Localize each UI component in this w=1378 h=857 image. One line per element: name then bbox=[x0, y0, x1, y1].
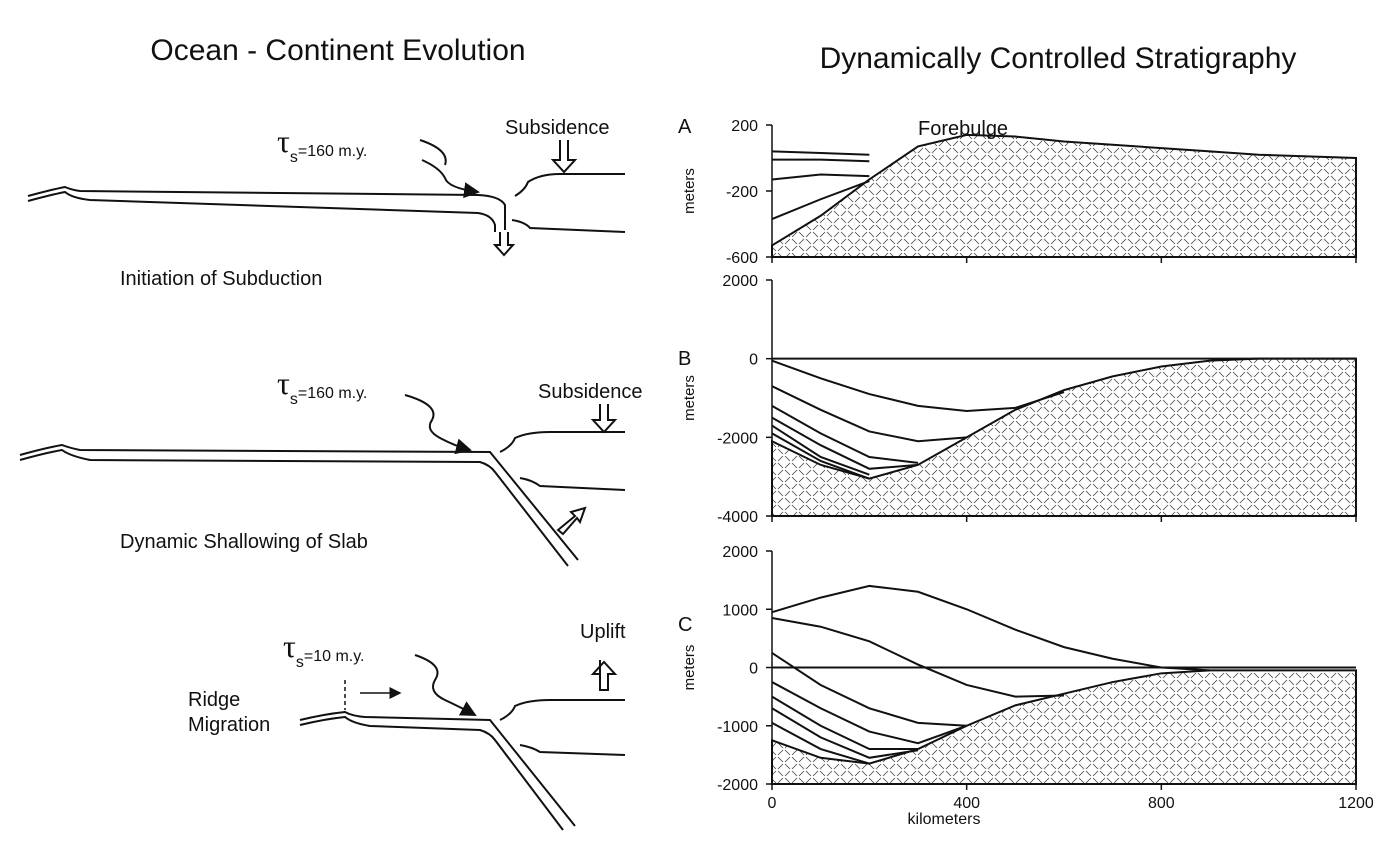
arrow-label: Subsidence bbox=[538, 381, 643, 403]
annotation: Forebulge bbox=[918, 118, 1008, 140]
strata-line bbox=[771, 359, 1065, 412]
strata-line bbox=[771, 424, 870, 476]
y-tick-label: 2000 bbox=[722, 273, 758, 290]
strata-line bbox=[771, 385, 967, 443]
x-tick-label: 1200 bbox=[1338, 795, 1374, 812]
x-tick-label: 0 bbox=[768, 795, 777, 812]
x-tick-label: 400 bbox=[953, 795, 980, 812]
strata-line bbox=[771, 617, 1065, 698]
tau-text: =160 m.y. bbox=[298, 385, 368, 402]
strata-line bbox=[772, 158, 870, 163]
panel-label: C bbox=[678, 614, 692, 636]
strata-line bbox=[771, 416, 919, 470]
tau-sub: s bbox=[290, 391, 298, 408]
tau-symbol: τ bbox=[283, 628, 296, 664]
strata-line bbox=[771, 404, 919, 464]
y-tick-label: 2000 bbox=[722, 544, 758, 561]
y-tick-label: 200 bbox=[731, 118, 758, 135]
y-tick-label: -1000 bbox=[717, 719, 758, 736]
tau-label: τs=160 m.y. bbox=[277, 365, 367, 408]
y-tick-label: 1000 bbox=[722, 602, 758, 619]
strata-line bbox=[771, 150, 870, 156]
diagram-slab-shallowing: τs=160 m.y. Subsidence Dynamic Shallowin… bbox=[19, 365, 643, 567]
tau-symbol: τ bbox=[277, 123, 290, 159]
strata-line bbox=[771, 681, 968, 745]
panel-caption: Ridge bbox=[188, 689, 240, 711]
y-tick-label: -600 bbox=[726, 250, 758, 267]
strata-line bbox=[771, 652, 967, 727]
tau-label: τs=10 m.y. bbox=[283, 628, 364, 671]
strata-line bbox=[771, 180, 870, 220]
strata-line bbox=[771, 173, 870, 181]
strata-line bbox=[771, 432, 870, 480]
panel-label: B bbox=[678, 348, 691, 370]
x-axis-label: kilometers bbox=[908, 811, 981, 828]
tau-text: =10 m.y. bbox=[304, 648, 365, 665]
arrow-label: Uplift bbox=[580, 621, 626, 643]
arrow-label: Subsidence bbox=[505, 117, 610, 139]
y-axis-label: meters bbox=[681, 375, 698, 421]
basement-area bbox=[771, 133, 1357, 258]
y-axis-label: meters bbox=[681, 168, 698, 214]
diagram-ridge-migration: τs=10 m.y. Uplift Ridge Migration bbox=[188, 621, 626, 831]
y-axis-label: meters bbox=[681, 645, 698, 691]
strata-line bbox=[771, 695, 918, 751]
panel-caption: Migration bbox=[188, 714, 270, 736]
x-tick-label: 800 bbox=[1148, 795, 1175, 812]
left-title: Ocean - Continent Evolution bbox=[150, 34, 525, 67]
panel-caption: Dynamic Shallowing of Slab bbox=[120, 531, 368, 553]
tau-text: =160 m.y. bbox=[298, 143, 368, 160]
tau-sub: s bbox=[290, 149, 298, 166]
strata-line bbox=[771, 721, 870, 765]
right-title: Dynamically Controlled Stratigraphy bbox=[820, 42, 1297, 75]
panel-label: A bbox=[678, 116, 692, 138]
tau-symbol: τ bbox=[277, 365, 290, 401]
strata-line bbox=[771, 584, 1211, 672]
y-tick-label: 0 bbox=[749, 352, 758, 369]
y-tick-label: -2000 bbox=[717, 430, 758, 447]
y-tick-label: 0 bbox=[749, 661, 758, 678]
basement-area bbox=[771, 357, 1357, 517]
strata-line bbox=[771, 707, 919, 759]
y-tick-label: -4000 bbox=[717, 509, 758, 526]
panel-caption: Initiation of Subduction bbox=[120, 268, 322, 290]
diagram-subduction-initiation: τs=160 m.y. Subsidence Initiation of Sub… bbox=[27, 117, 626, 290]
y-tick-label: -200 bbox=[726, 184, 758, 201]
basement-area bbox=[771, 669, 1357, 785]
y-tick-label: -2000 bbox=[717, 777, 758, 794]
tau-sub: s bbox=[296, 654, 304, 671]
tau-label: τs=160 m.y. bbox=[277, 123, 367, 166]
